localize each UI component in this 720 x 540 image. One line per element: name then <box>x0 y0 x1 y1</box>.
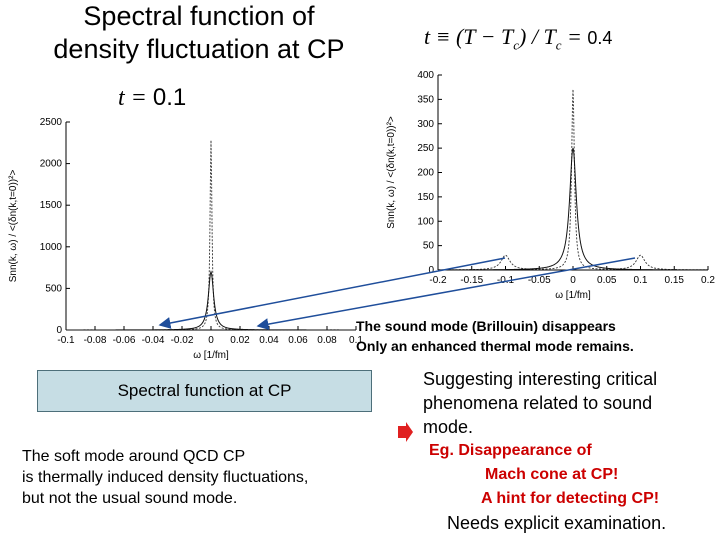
sound-line-1: The sound mode (Brillouin) disappears <box>356 318 616 334</box>
formula-Tc2: T <box>543 24 556 49</box>
soft-line-1: The soft mode around QCD CP <box>22 448 246 465</box>
y-tick-label: 350 <box>417 94 434 105</box>
formula-t: t <box>424 24 431 49</box>
sound-mode-note: The sound mode (Brillouin) disappears On… <box>356 316 720 356</box>
formula-minus: − <box>475 24 501 49</box>
formula-T: T <box>463 24 476 49</box>
y-tick-label: 150 <box>417 192 434 203</box>
y-axis-label: Snn(k, ω) / <(δn(k,t=0))²> <box>8 170 19 283</box>
x-tick-label: -0.02 <box>171 335 194 346</box>
series-dashed-line <box>438 89 708 271</box>
x-tick-label: 0.15 <box>665 275 685 286</box>
y-tick-label: 100 <box>417 216 434 227</box>
formula-Tc: T <box>501 24 514 49</box>
left-plot-t-label: t = 0.1 <box>118 84 186 112</box>
reduced-temperature-formula: t ≡ (T − Tc) / Tc = 0.4 <box>424 24 612 53</box>
formula-eq2: = <box>561 24 588 49</box>
formula-c-sub: c <box>513 37 520 53</box>
y-tick-label: 2000 <box>40 159 63 170</box>
right-line-5: Mach cone at CP! <box>485 466 619 483</box>
x-tick-label: 0.1 <box>634 275 648 286</box>
x-tick-label: 0 <box>570 275 576 286</box>
y-tick-label: 2500 <box>40 117 63 128</box>
x-tick-label: -0.06 <box>113 335 136 346</box>
t-eq: = <box>124 85 153 111</box>
series-solid-line <box>66 270 356 331</box>
series-dashed-line <box>66 140 356 331</box>
x-tick-label: -0.05 <box>528 275 551 286</box>
y-tick-label: 1000 <box>40 242 63 253</box>
y-tick-label: 500 <box>45 283 62 294</box>
arrows-layer <box>158 257 636 331</box>
x-tick-label: -0.08 <box>84 335 107 346</box>
x-tick-label: -0.2 <box>429 275 447 286</box>
x-tick-label: -0.15 <box>460 275 483 286</box>
x-tick-label: -0.04 <box>142 335 165 346</box>
right-chart: 0 50 100 150 200 250 300 350 400 -0.2 -0.15 -0.1 -0.… <box>386 70 715 301</box>
sound-line-2: Only an enhanced thermal mode remains. <box>356 338 634 354</box>
t-symbol: t <box>118 85 125 111</box>
x-tick-label: 0.06 <box>288 335 308 346</box>
y-tick-label: 400 <box>417 70 434 81</box>
title-line-1: Spectral function of <box>83 1 315 31</box>
right-line-3: mode. <box>423 417 474 437</box>
formula-value: 0.4 <box>587 28 613 48</box>
arrow-right-sound-peak <box>256 257 636 331</box>
y-tick-label: 300 <box>417 119 434 130</box>
x-tick-label: -0.1 <box>497 275 515 286</box>
x-tick-label: -0.1 <box>57 335 75 346</box>
t-value: 0.1 <box>152 84 187 111</box>
spectral-function-box: Spectral function at CP <box>37 370 372 412</box>
slide-title: Spectral function of density fluctuation… <box>14 0 384 66</box>
y-axis-label: Snn(k, ω) / <(δn(k,t=0))²> <box>386 116 397 229</box>
y-tick-label: 50 <box>423 241 435 252</box>
soft-mode-text: The soft mode around QCD CP is thermally… <box>22 446 392 509</box>
left-chart: 0 500 1000 1500 2000 2500 -0.1 -0.08 -0.06 -0.04-… <box>8 117 363 361</box>
y-tick-label: 1500 <box>40 200 63 211</box>
critical-phenomena-text: Suggesting interesting critical phenomen… <box>423 367 720 535</box>
x-tick-label: 0.02 <box>230 335 250 346</box>
soft-line-2: is thermally induced density fluctuation… <box>22 469 309 486</box>
formula-c-sub2: c <box>555 37 562 53</box>
x-axis-label: ω [1/fm] <box>193 350 229 361</box>
formula-div: ) / <box>519 24 544 49</box>
right-line-2: phenomena related to sound <box>423 393 653 413</box>
x-axis-label: ω [1/fm] <box>555 290 591 301</box>
soft-line-3: but not the usual sound mode. <box>22 490 238 507</box>
title-line-2: density fluctuation at CP <box>53 34 345 64</box>
x-tick-label: 0.04 <box>259 335 279 346</box>
x-tick-label: 0 <box>208 335 214 346</box>
y-tick-label: 200 <box>417 168 434 179</box>
formula-eq: ≡ ( <box>430 24 464 49</box>
x-tick-label: 0.08 <box>317 335 337 346</box>
right-line-6: A hint for detecting CP! <box>481 490 660 507</box>
right-line-4: Eg. Disappearance of <box>429 442 592 459</box>
down-arrow-icon <box>398 422 413 442</box>
y-tick-label: 0 <box>428 265 434 276</box>
box-label: Spectral function at CP <box>117 381 292 400</box>
y-tick-label: 250 <box>417 143 434 154</box>
y-tick-label: 0 <box>56 325 62 336</box>
x-tick-label: 0.05 <box>597 275 617 286</box>
right-line-7: Needs explicit examination. <box>447 513 667 533</box>
arrow-left-sound-peak <box>158 257 506 329</box>
right-line-1: Suggesting interesting critical <box>423 369 658 389</box>
x-tick-label: 0.2 <box>701 275 715 286</box>
x-tick-label: 0.1 <box>349 335 363 346</box>
series-solid-line <box>438 147 708 271</box>
